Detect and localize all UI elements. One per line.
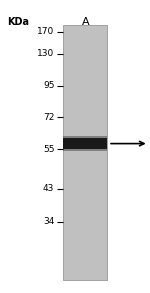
Text: 34: 34 — [43, 217, 54, 226]
Bar — [63, 138, 107, 149]
Text: 170: 170 — [37, 27, 54, 36]
Text: A: A — [81, 17, 89, 27]
Text: KDa: KDa — [7, 17, 29, 27]
Text: 55: 55 — [43, 145, 54, 154]
Text: 95: 95 — [43, 81, 54, 90]
Bar — [63, 25, 107, 280]
Bar — [63, 136, 107, 138]
Text: 130: 130 — [37, 49, 54, 58]
Text: 72: 72 — [43, 113, 54, 122]
Bar — [63, 149, 107, 151]
Text: 43: 43 — [43, 184, 54, 193]
